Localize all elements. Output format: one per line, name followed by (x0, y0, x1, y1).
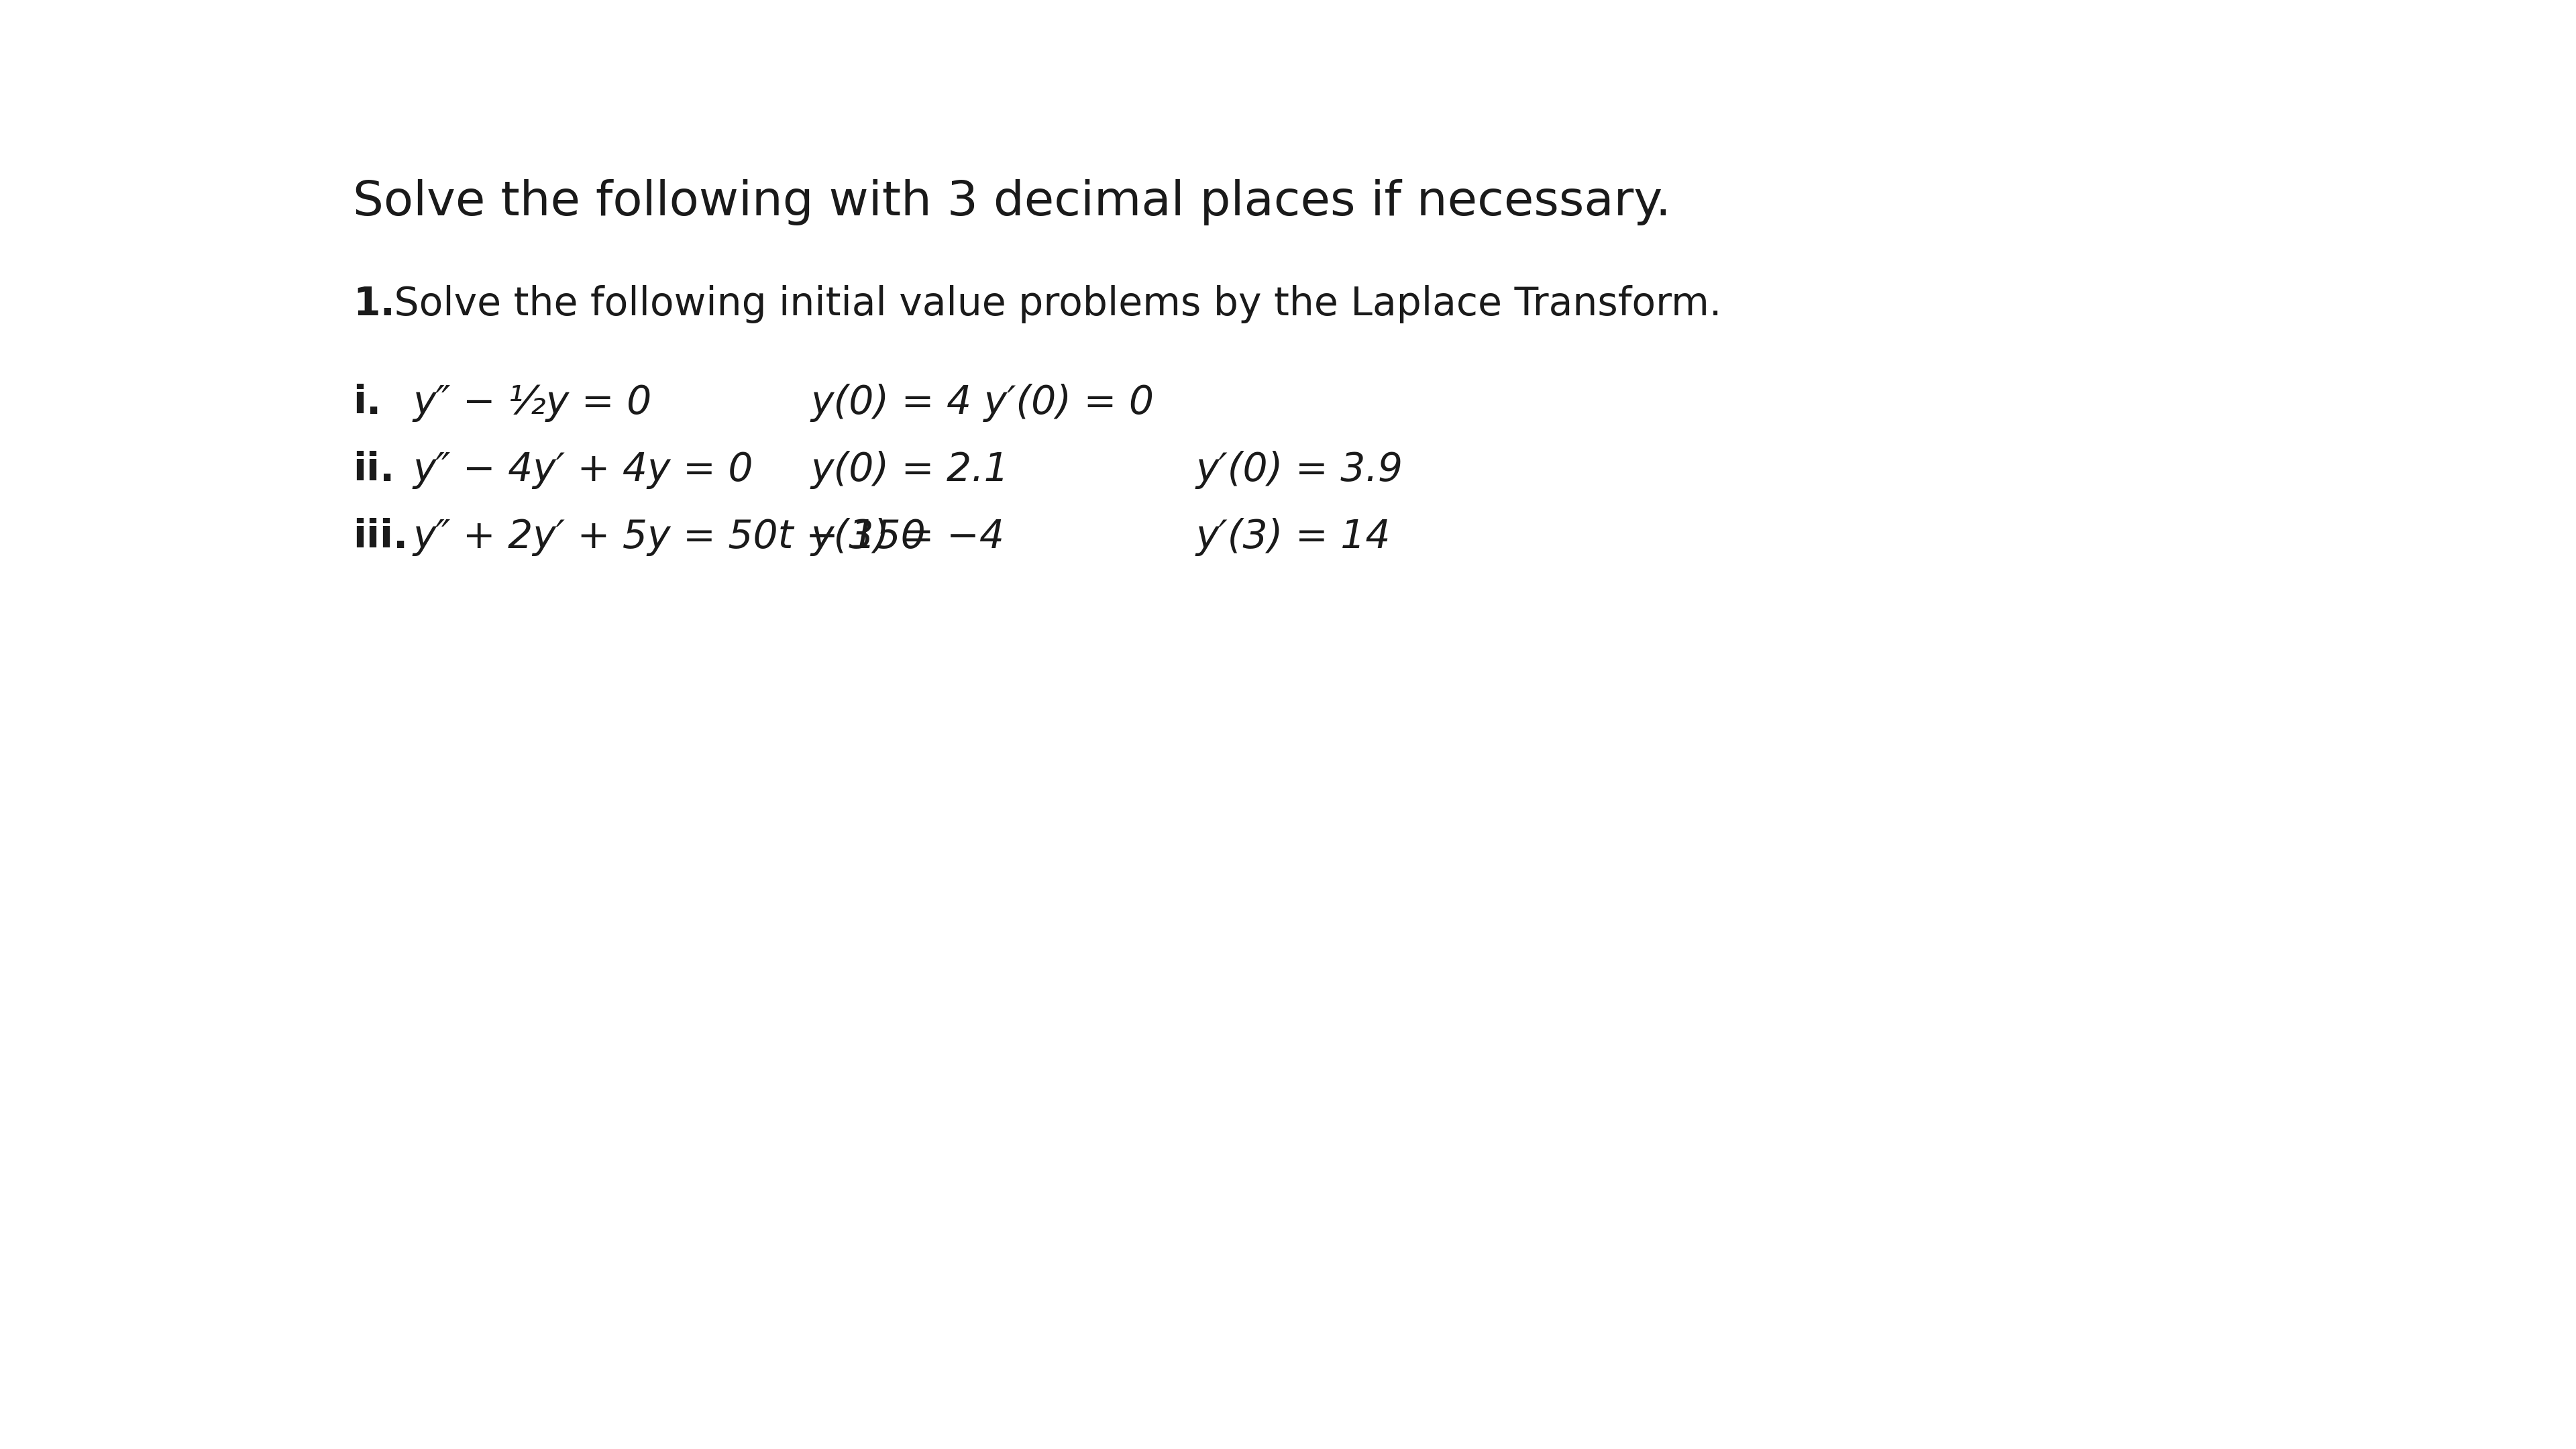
Text: Solve the following initial value problems by the Laplace Transform.: Solve the following initial value proble… (381, 285, 1721, 323)
Text: 1.: 1. (353, 285, 394, 323)
Text: Solve the following with 3 decimal places if necessary.: Solve the following with 3 decimal place… (353, 180, 1672, 226)
Text: iii.: iii. (353, 517, 410, 556)
Text: y(0) = 4 y′(0) = 0: y(0) = 4 y′(0) = 0 (811, 384, 1154, 422)
Text: y″ − 4y′ + 4y = 0: y″ − 4y′ + 4y = 0 (412, 451, 752, 488)
Text: i.: i. (353, 384, 381, 422)
Text: y″ − ½y = 0: y″ − ½y = 0 (412, 384, 652, 422)
Text: ii.: ii. (353, 451, 394, 488)
Text: y′(0) = 3.9: y′(0) = 3.9 (1195, 451, 1404, 488)
Text: y(0) = 2.1: y(0) = 2.1 (811, 451, 1010, 488)
Text: y(3) = −4: y(3) = −4 (811, 517, 1005, 556)
Text: y″ + 2y′ + 5y = 50t − 150: y″ + 2y′ + 5y = 50t − 150 (412, 517, 925, 556)
Text: y′(3) = 14: y′(3) = 14 (1195, 517, 1391, 556)
